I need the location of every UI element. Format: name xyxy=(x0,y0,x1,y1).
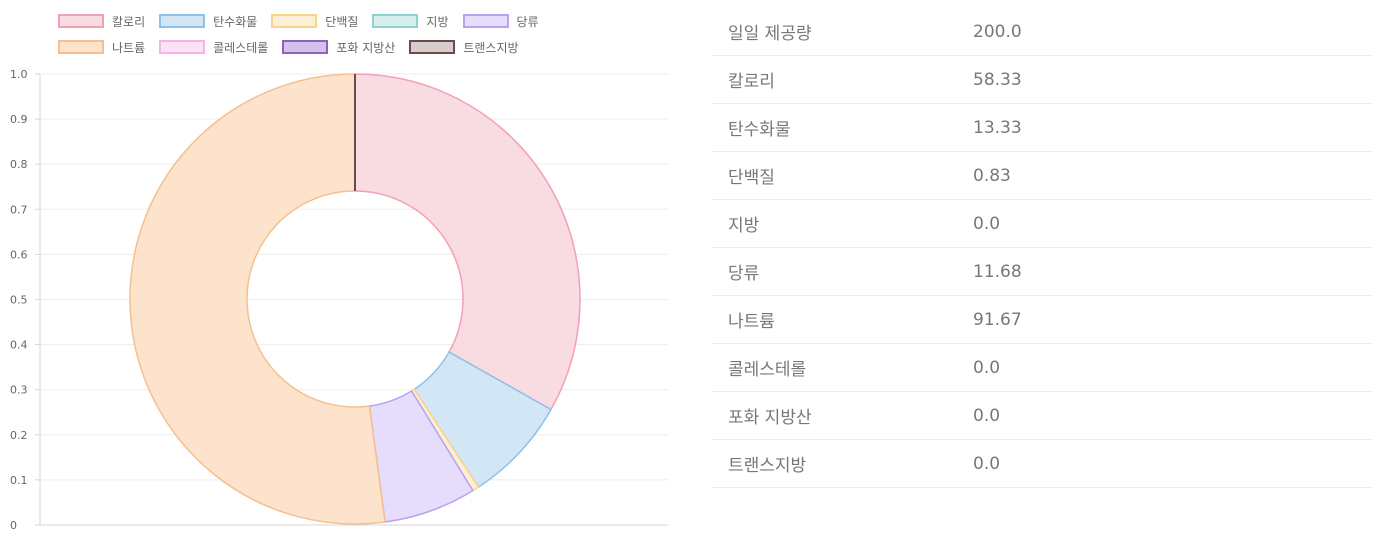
legend-item[interactable]: 트랜스지방 xyxy=(409,38,519,56)
table-row: 나트륨 91.67 xyxy=(712,296,1372,344)
nutrient-value: 200.0 xyxy=(973,21,1022,42)
doughnut-chart-canvas: 1.0 0.9 0.8 0.7 0.6 0.5 0.4 0.3 0.2 0.1 0 xyxy=(10,68,668,532)
legend-swatch xyxy=(159,40,206,54)
legend-item[interactable]: 콜레스테롤 xyxy=(159,38,268,56)
nutrient-value: 0.0 xyxy=(973,405,1001,426)
nutrient-name: 지방 xyxy=(728,216,760,236)
table-row: 일일 제공량 200.0 xyxy=(712,8,1372,56)
slice-1[interactable] xyxy=(354,73,581,411)
nutrient-value: 0.0 xyxy=(973,453,1001,474)
legend-label: 나트륨 xyxy=(112,40,146,55)
nutrient-name: 나트륨 xyxy=(728,312,775,332)
legend-swatch xyxy=(271,14,318,28)
nutrient-name: 일일 제공량 xyxy=(728,24,812,44)
legend-swatch xyxy=(462,14,509,28)
slice-6[interactable] xyxy=(129,73,386,525)
legend-swatch xyxy=(282,40,329,54)
nutrient-value: 13.33 xyxy=(973,117,1022,138)
y-tick-label: 1.0 xyxy=(10,68,28,81)
table-row: 단백질 0.83 xyxy=(712,152,1372,200)
nutrient-value: 58.33 xyxy=(973,69,1022,90)
legend-label: 포화 지방산 xyxy=(336,40,396,55)
legend-swatch xyxy=(409,40,456,54)
y-tick-label: 0.9 xyxy=(10,113,28,126)
nutrition-chart: 1.0 0.9 0.8 0.7 0.6 0.5 0.4 0.3 0.2 0.1 0 칼로리 탄수화물 단… xyxy=(0,0,690,546)
legend-swatch xyxy=(58,14,104,28)
legend-item[interactable]: 포화 지방산 xyxy=(282,38,395,56)
table-row: 포화 지방산 0.0 xyxy=(712,392,1372,440)
y-tick-label: 0.5 xyxy=(10,294,28,307)
y-tick-label: 0.7 xyxy=(10,203,28,216)
legend-item[interactable]: 단백질 xyxy=(271,12,358,30)
nutrient-name: 단백질 xyxy=(728,168,775,188)
table-row: 콜레스테롤 0.0 xyxy=(712,344,1372,392)
y-tick-label: 0.3 xyxy=(10,384,28,397)
nutrient-name: 콜레스테롤 xyxy=(728,360,807,380)
nutrient-value: 0.0 xyxy=(973,213,1001,234)
legend-label: 트랜스지방 xyxy=(463,40,519,55)
nutrient-value: 0.0 xyxy=(973,357,1001,378)
nutrient-value: 0.83 xyxy=(973,165,1011,186)
legend-label: 칼로리 xyxy=(112,14,146,29)
nutrient-name: 칼로리 xyxy=(728,72,775,92)
y-tick-label: 0.6 xyxy=(10,248,28,261)
table-row: 탄수화물 13.33 xyxy=(712,104,1372,152)
nutrition-table: 일일 제공량 200.0 칼로리 58.33 탄수화물 13.33 단백질 0.83 지방 0.0… xyxy=(712,8,1372,488)
legend-item[interactable]: 칼로리 xyxy=(58,12,145,30)
y-tick-label: 0.2 xyxy=(10,429,28,442)
legend-item[interactable]: 탄수화물 xyxy=(159,12,257,30)
nutrient-name: 트랜스지방 xyxy=(728,456,807,476)
table-row: 트랜스지방 0.0 xyxy=(712,440,1372,488)
legend-label: 지방 xyxy=(426,14,449,29)
y-tick-label: 0.1 xyxy=(10,474,28,487)
legend-label: 탄수화물 xyxy=(213,14,258,29)
nutrient-name: 탄수화물 xyxy=(728,120,791,140)
y-tick-label: 0 xyxy=(10,519,17,532)
legend-label: 단백질 xyxy=(325,14,359,29)
legend-label: 당류 xyxy=(516,14,539,29)
legend-swatch xyxy=(159,14,206,28)
table-row: 당류 11.68 xyxy=(712,248,1372,296)
nutrient-value: 11.68 xyxy=(973,261,1022,282)
table-row: 칼로리 58.33 xyxy=(712,56,1372,104)
table-row: 지방 0.0 xyxy=(712,200,1372,248)
nutrient-name: 포화 지방산 xyxy=(728,408,812,428)
legend-item[interactable]: 나트륨 xyxy=(58,38,145,56)
legend-label: 콜레스테롤 xyxy=(213,40,269,55)
legend-item[interactable]: 지방 xyxy=(372,12,449,30)
legend-item[interactable]: 당류 xyxy=(462,12,539,30)
nutrient-name: 당류 xyxy=(728,264,760,284)
nutrient-value: 91.67 xyxy=(973,309,1022,330)
y-tick-label: 0.8 xyxy=(10,158,28,171)
legend-swatch xyxy=(372,14,419,28)
y-tick-label: 0.4 xyxy=(10,339,28,352)
legend-swatch xyxy=(58,40,104,54)
